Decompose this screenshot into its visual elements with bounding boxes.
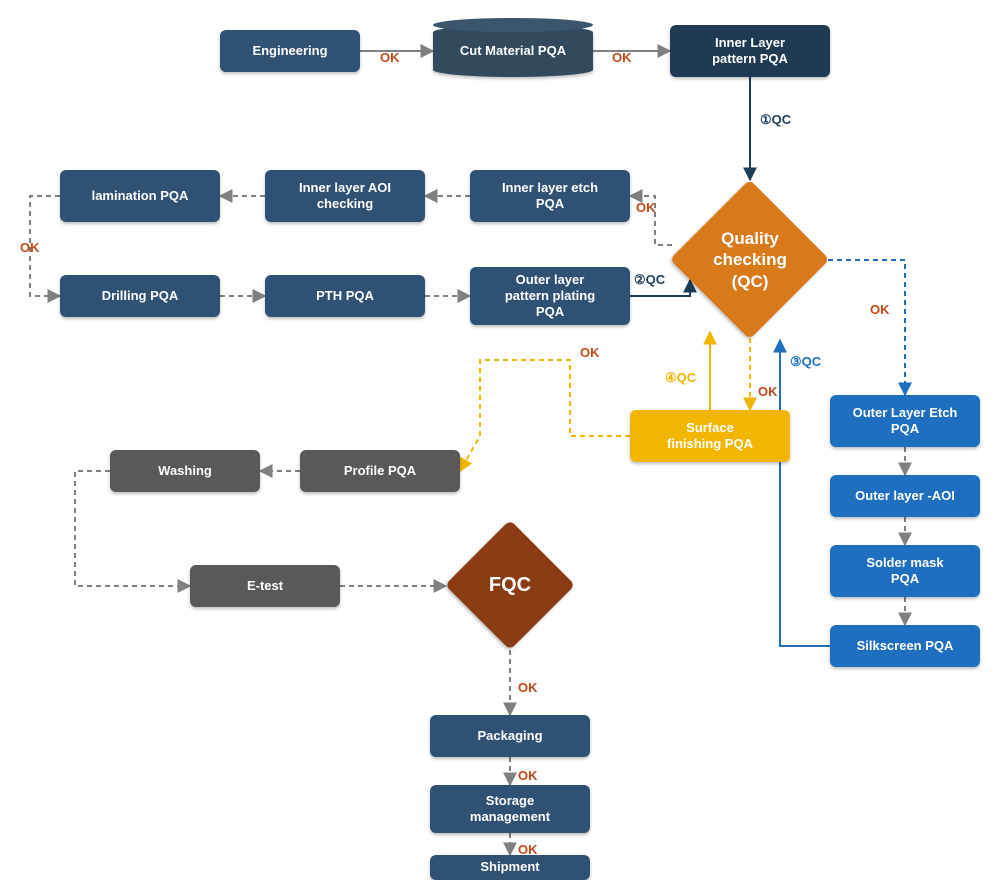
edge-label-qc-innerEtch: OK bbox=[636, 200, 656, 215]
edge-label-lamination-drilling: OK bbox=[20, 240, 40, 255]
flowchart-canvas: Engineering Cut Material PQA Inner Layerpa… bbox=[0, 0, 995, 880]
edge-label-innerPattern-qc: ①QC bbox=[760, 112, 791, 128]
edge-label-qc-surface: OK bbox=[758, 384, 778, 399]
node-label-fqc: FQC bbox=[445, 520, 575, 650]
node-packaging: Packaging bbox=[430, 715, 590, 757]
node-storage: Storagemanagement bbox=[430, 785, 590, 833]
node-cutMaterial: Cut Material PQA bbox=[433, 25, 593, 77]
node-surface: Surfacefinishing PQA bbox=[630, 410, 790, 462]
edge-surface-profile bbox=[460, 360, 630, 471]
node-innerAOI: Inner layer AOIchecking bbox=[265, 170, 425, 222]
node-innerPattern: Inner Layerpattern PQA bbox=[670, 25, 830, 77]
edge-silkscreen-qc bbox=[780, 340, 830, 646]
node-engineering: Engineering bbox=[220, 30, 360, 72]
edge-label-qc-outerEtch: OK bbox=[870, 302, 890, 317]
node-fqc: FQC bbox=[445, 520, 575, 650]
node-solderMask: Solder maskPQA bbox=[830, 545, 980, 597]
edge-label-storage-shipment: OK bbox=[518, 842, 538, 857]
edge-label-silkscreen-qc: ③QC bbox=[790, 354, 821, 370]
edge-label-engineering-cutMaterial: OK bbox=[380, 50, 400, 65]
node-shipment: Shipment bbox=[430, 855, 590, 880]
node-outerPlating: Outer layerpattern platingPQA bbox=[470, 267, 630, 325]
edge-label-surface-qc: ④QC bbox=[665, 370, 696, 386]
edge-qc-outerEtch bbox=[828, 260, 905, 395]
node-label-qc: Qualitychecking(QC) bbox=[670, 180, 830, 340]
edge-label-packaging-storage: OK bbox=[518, 768, 538, 783]
node-qc: Qualitychecking(QC) bbox=[670, 180, 830, 340]
node-etest: E-test bbox=[190, 565, 340, 607]
node-lamination: lamination PQA bbox=[60, 170, 220, 222]
edge-label-cutMaterial-innerPattern: OK bbox=[612, 50, 632, 65]
node-washing: Washing bbox=[110, 450, 260, 492]
node-profile: Profile PQA bbox=[300, 450, 460, 492]
node-innerEtch: Inner layer etchPQA bbox=[470, 170, 630, 222]
node-outerEtch: Outer Layer EtchPQA bbox=[830, 395, 980, 447]
node-silkscreen: Silkscreen PQA bbox=[830, 625, 980, 667]
node-outerAOI: Outer layer -AOI bbox=[830, 475, 980, 517]
node-pth: PTH PQA bbox=[265, 275, 425, 317]
edge-label-outerPlating-qc: ②QC bbox=[634, 272, 665, 288]
node-drilling: Drilling PQA bbox=[60, 275, 220, 317]
edge-label-surface-profile: OK bbox=[580, 345, 600, 360]
edge-label-fqc-packaging: OK bbox=[518, 680, 538, 695]
